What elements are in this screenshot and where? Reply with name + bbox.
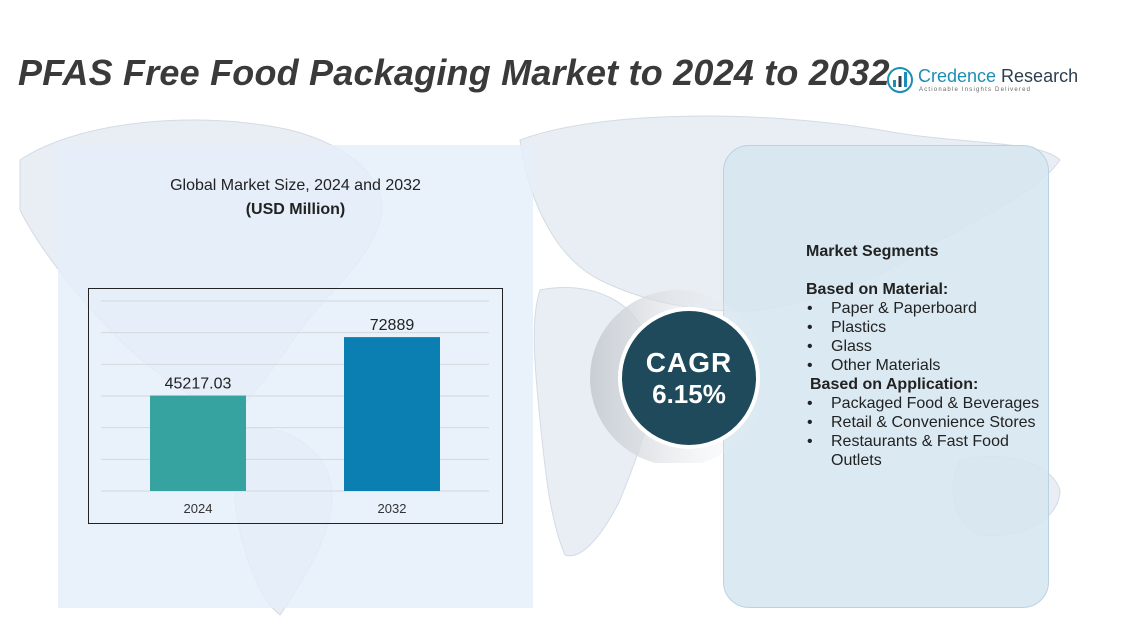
material-segment-title: Based on Material: [806, 281, 949, 298]
market-segments: Market Segments Based on Material: Paper… [806, 242, 1046, 470]
bar-chart: 45217.03 2024 72889 2032 [101, 300, 489, 516]
list-item: Packaged Food & Beverages [806, 394, 1046, 413]
cagr-badge: CAGR 6.15% [588, 283, 768, 463]
bar-chart-frame: 45217.03 2024 72889 2032 [88, 288, 503, 524]
chart-subtitle: (USD Million) [245, 201, 346, 218]
market-segments-panel [723, 145, 1049, 608]
bar-2032 [344, 337, 440, 491]
list-item: Paper & Paperboard [806, 299, 1046, 318]
chart-title: Global Market Size, 2024 and 2032 [170, 177, 421, 194]
segments-heading: Market Segments [806, 243, 939, 260]
data-label-2024: 45217.03 [165, 376, 232, 393]
tick-label-2024: 2024 [184, 501, 213, 516]
cagr-value: 6.15% [652, 379, 726, 409]
list-item: Other Materials [806, 356, 1046, 375]
tick-label-2032: 2032 [378, 501, 407, 516]
cagr-label: CAGR [645, 347, 733, 378]
list-item: Retail & Convenience Stores [806, 413, 1046, 432]
logo-name-part2: Research [996, 66, 1079, 86]
application-segment-list: Packaged Food & Beverages Retail & Conve… [806, 394, 1046, 470]
application-segment-title: Based on Application: [810, 376, 979, 393]
cagr-circle: CAGR 6.15% [618, 307, 760, 449]
list-item: Glass [806, 337, 1046, 356]
logo-name-part1: Credence [918, 66, 997, 86]
market-size-panel: Global Market Size, 2024 and 2032 (USD M… [58, 145, 533, 608]
material-segment-list: Paper & Paperboard Plastics Glass Other … [806, 299, 1046, 375]
credence-research-logo: Credence Research Actionable Insights De… [886, 64, 1078, 98]
bar-chart-logo-icon [887, 67, 913, 93]
list-item: Restaurants & Fast Food Outlets [806, 432, 1046, 470]
logo-name: Credence Research [918, 66, 1078, 87]
list-item: Plastics [806, 318, 1046, 337]
bar-2024 [150, 395, 246, 491]
logo-tagline: Actionable Insights Delivered [919, 87, 1032, 93]
page-title: PFAS Free Food Packaging Market to 2024 … [18, 52, 890, 93]
data-label-2032: 72889 [370, 317, 415, 334]
